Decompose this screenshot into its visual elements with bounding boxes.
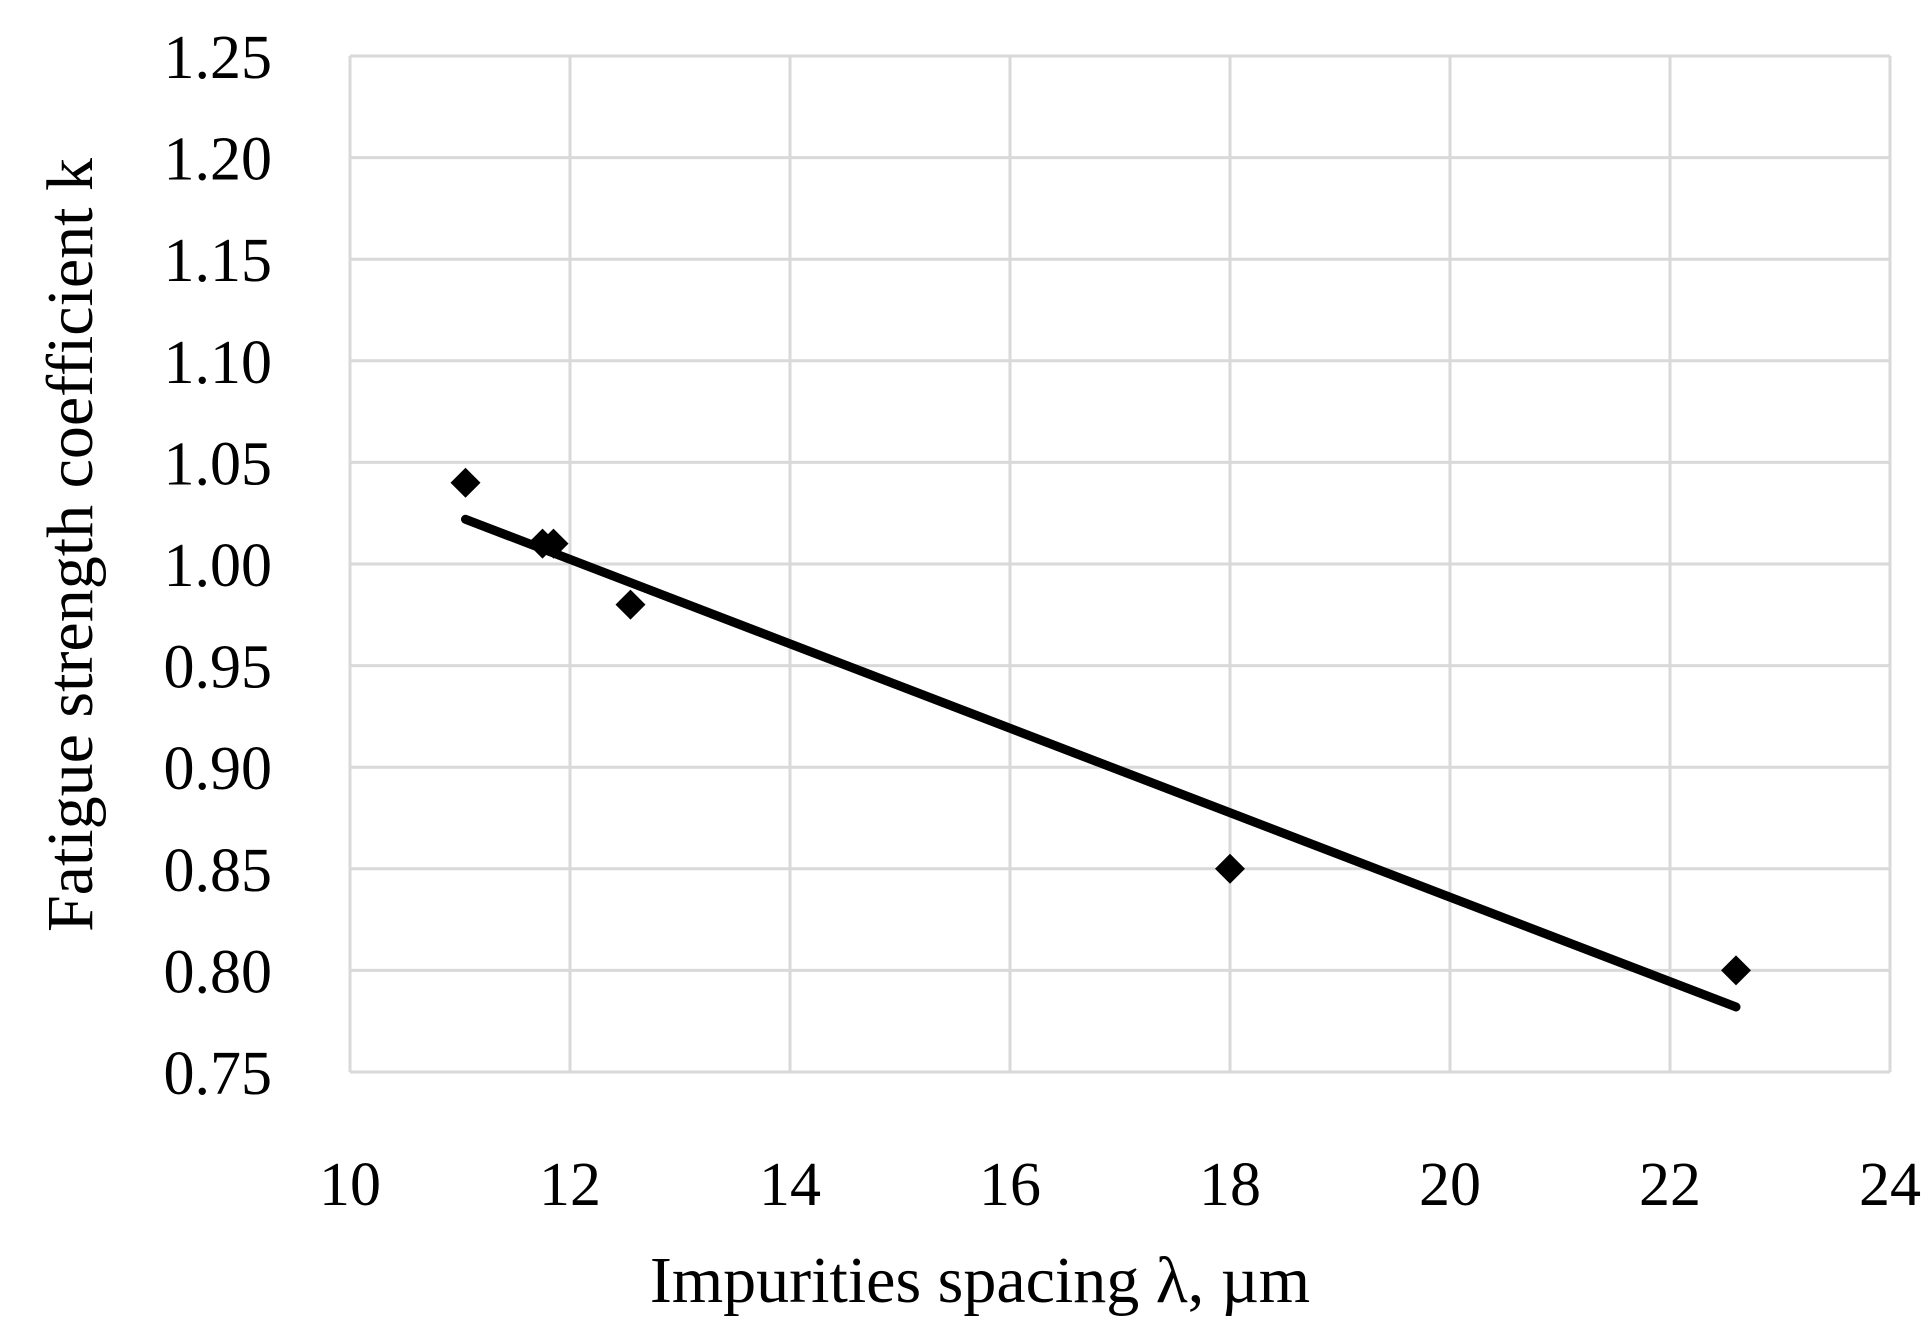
y-tick-label-3: 0.90 — [164, 735, 273, 803]
data-point-0 — [450, 467, 481, 498]
y-tick-labels: 0.75 0.80 0.85 0.90 0.95 1.00 1.05 1.10 1.15 1.20… — [164, 24, 273, 1108]
data-point-2 — [538, 528, 569, 559]
y-tick-label-4: 0.95 — [164, 634, 273, 702]
y-tick-label-5: 1.00 — [164, 532, 273, 600]
x-tick-label-4: 18 — [1199, 1151, 1261, 1219]
linear-trendline — [461, 514, 1741, 1012]
y-axis-title: Fatigue strength coefficient k — [34, 158, 107, 932]
data-point-4 — [1215, 853, 1245, 884]
gridlines — [348, 54, 1892, 1074]
x-tick-labels: 10 12 14 16 18 20 22 24 — [319, 1151, 1921, 1219]
data-point-5 — [1721, 955, 1751, 986]
y-tick-label-8: 1.15 — [164, 227, 273, 295]
y-tick-label-7: 1.10 — [164, 329, 273, 397]
marker-layer — [450, 467, 1751, 986]
x-tick-label-1: 12 — [539, 1151, 601, 1219]
x-tick-label-0: 10 — [319, 1151, 381, 1219]
y-tick-label-0: 0.75 — [164, 1040, 273, 1108]
y-tick-label-6: 1.05 — [164, 430, 273, 498]
data-point-3 — [615, 589, 646, 620]
x-tick-label-7: 24 — [1859, 1151, 1921, 1219]
y-tick-label-9: 1.20 — [164, 126, 273, 194]
x-tick-label-6: 22 — [1639, 1151, 1701, 1219]
y-tick-label-10: 1.25 — [164, 24, 273, 92]
y-tick-label-2: 0.85 — [164, 837, 273, 905]
x-tick-label-2: 14 — [759, 1151, 821, 1219]
trendline-layer — [461, 514, 1741, 1012]
x-tick-label-3: 16 — [979, 1151, 1041, 1219]
x-tick-label-5: 20 — [1419, 1151, 1481, 1219]
y-tick-label-1: 0.80 — [164, 938, 273, 1006]
x-axis-title: Impurities spacing λ, µm — [650, 1244, 1310, 1317]
